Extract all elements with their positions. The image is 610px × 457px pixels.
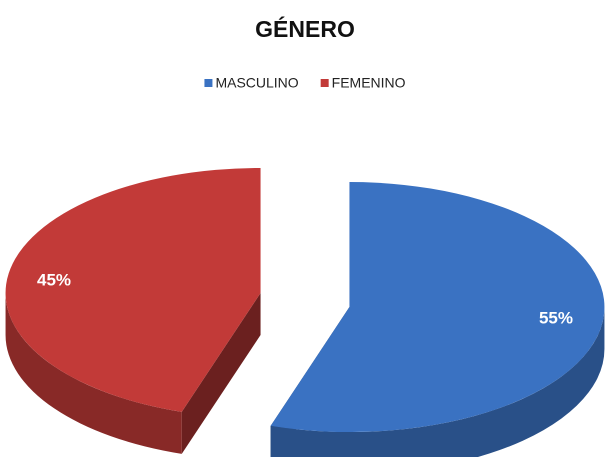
legend-swatch [320, 79, 329, 87]
slice [270, 182, 605, 433]
slice-wall [5, 292, 182, 454]
data-label: 55% [539, 308, 573, 327]
legend-swatch [204, 79, 213, 87]
slice-side [181, 292, 261, 454]
slice-wall [270, 307, 605, 457]
slice [5, 167, 261, 412]
legend-label: MASCULINO [215, 75, 298, 91]
legend-label: FEMENINO [332, 75, 406, 91]
data-label: 45% [37, 271, 71, 290]
chart-title: GÉNERO [255, 15, 355, 42]
